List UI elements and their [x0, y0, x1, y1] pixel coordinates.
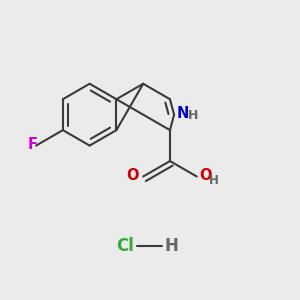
Text: Cl: Cl — [116, 237, 134, 255]
Text: H: H — [208, 173, 218, 187]
Text: N: N — [177, 106, 189, 121]
Text: O: O — [199, 168, 212, 183]
Text: H: H — [188, 109, 199, 122]
Text: O: O — [126, 168, 139, 183]
Text: H: H — [165, 237, 178, 255]
Text: F: F — [28, 136, 38, 152]
